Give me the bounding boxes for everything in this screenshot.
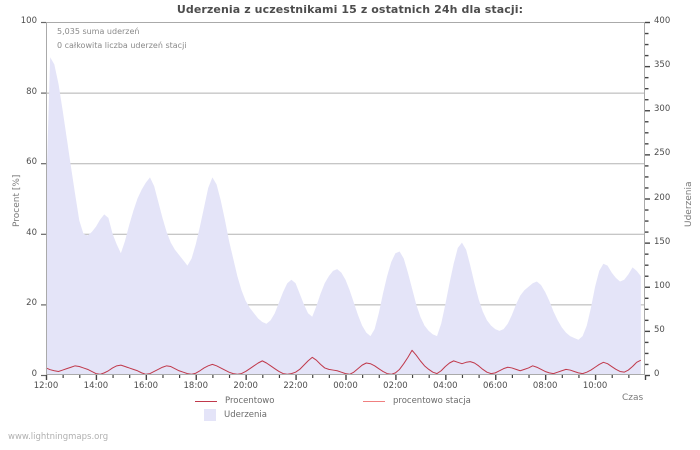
y-axis-right-tick-200: 200 bbox=[654, 192, 671, 203]
legend-label-uderzenia: Uderzenia bbox=[224, 410, 267, 420]
footer-watermark: www.lightningmaps.org bbox=[8, 432, 109, 442]
y-axis-right-tick-350: 350 bbox=[654, 60, 671, 71]
annotation-total-strokes: 5,035 suma uderzeń bbox=[57, 27, 140, 36]
x-axis-tick-1000: 10:00 bbox=[582, 381, 608, 391]
y-axis-left-tick-20: 20 bbox=[26, 298, 37, 309]
x-axis-tick-0800: 08:00 bbox=[532, 381, 558, 391]
y-axis-left-tick-80: 80 bbox=[26, 86, 37, 97]
y-axis-left-tick-0: 0 bbox=[31, 369, 37, 379]
legend-item-procentowo[interactable]: Procentowo bbox=[147, 396, 345, 406]
y-axis-left-title: Procent [%] bbox=[12, 174, 22, 227]
y-axis-left-tick-60: 60 bbox=[26, 157, 37, 168]
x-axis-tick-1200: 12:00 bbox=[33, 381, 59, 391]
y-axis-right-tick-300: 300 bbox=[654, 104, 671, 115]
y-axis-right-tick-0: 0 bbox=[654, 369, 660, 379]
x-axis-tick-1400: 14:00 bbox=[83, 381, 109, 391]
legend-label-procentowo: Procentowo bbox=[225, 396, 275, 406]
x-axis-tick-1600: 16:00 bbox=[133, 381, 159, 391]
y-axis-left-tick-40: 40 bbox=[26, 227, 37, 238]
x-axis-tick-0600: 06:00 bbox=[483, 381, 508, 391]
legend-row-1: Procentowo procentowo stacja bbox=[0, 394, 700, 408]
x-axis-tick-2000: 20:00 bbox=[233, 381, 258, 391]
legend-swatch-box-uderzenia bbox=[204, 409, 216, 421]
legend-row-2: Uderzenia bbox=[0, 408, 700, 422]
chart-legend: Procentowo procentowo stacja Uderzenia bbox=[0, 394, 700, 422]
x-axis-tick-0200: 02:00 bbox=[383, 381, 408, 391]
page-title: Uderzenia z uczestnikami 15 z ostatnich … bbox=[176, 3, 524, 16]
annotation-station-strokes: 0 całkowita liczba uderzeń stacji bbox=[57, 41, 187, 50]
y-axis-right-tick-150: 150 bbox=[654, 236, 671, 247]
legend-label-procentowo-stacja: procentowo stacja bbox=[393, 396, 471, 406]
x-axis-title: Czas bbox=[622, 393, 644, 403]
x-axis-tick-0400: 04:00 bbox=[433, 381, 458, 391]
y-axis-right-tick-100: 100 bbox=[654, 280, 671, 291]
y-axis-right-title: Uderzenia bbox=[684, 180, 694, 227]
y-axis-right-tick-250: 250 bbox=[654, 148, 671, 159]
y-axis-right-tick-50: 50 bbox=[654, 324, 665, 335]
x-axis-tick-1800: 18:00 bbox=[183, 381, 209, 391]
x-axis-tick-2200: 22:00 bbox=[283, 381, 308, 391]
y-axis-right-tick-400: 400 bbox=[654, 16, 671, 26]
legend-swatch-line-procentowo bbox=[195, 400, 217, 402]
x-axis-tick-0000: 00:00 bbox=[333, 381, 358, 391]
legend-item-procentowo-stacja[interactable]: procentowo stacja bbox=[345, 396, 553, 406]
legend-swatch-line-procentowo-stacja bbox=[363, 400, 385, 402]
legend-item-uderzenia[interactable]: Uderzenia bbox=[156, 409, 354, 421]
y-axis-left-tick-100: 100 bbox=[20, 16, 37, 26]
